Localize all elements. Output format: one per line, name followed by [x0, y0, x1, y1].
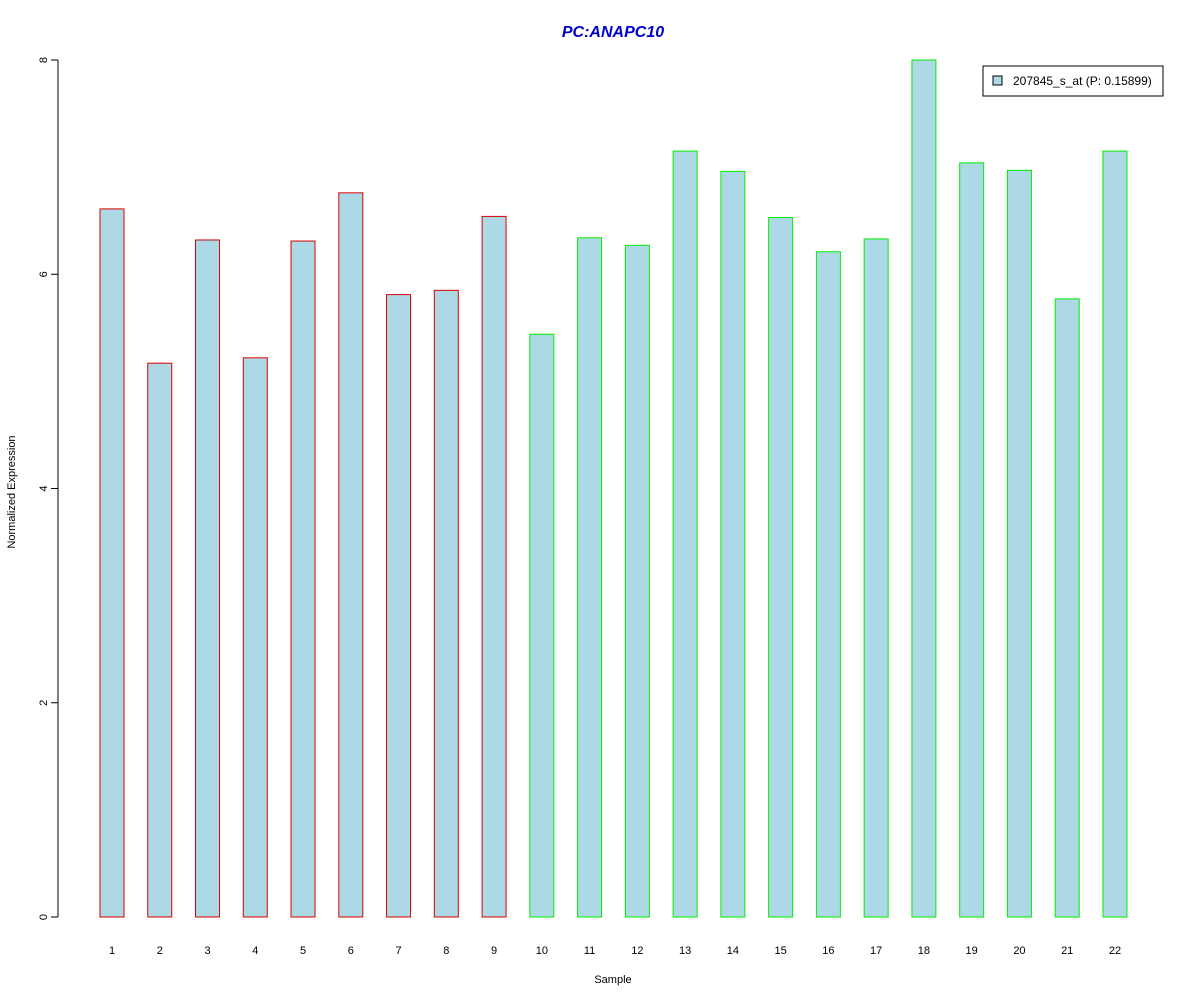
x-tick-label: 21 [1061, 945, 1073, 957]
x-tick-label: 6 [348, 945, 354, 957]
x-tick-label: 8 [443, 945, 449, 957]
x-tick-label: 17 [870, 945, 882, 957]
bar-sample-8 [433, 289, 459, 918]
y-axis-label: Normalized Expression [6, 435, 18, 548]
bar-sample-1 [99, 208, 125, 918]
x-tick-label: 3 [204, 945, 210, 957]
bar-sample-3 [195, 239, 221, 918]
x-tick-label: 12 [631, 945, 643, 957]
y-tick-label: 0 [38, 914, 50, 920]
legend-swatch [992, 75, 1003, 86]
x-tick-label: 16 [822, 945, 834, 957]
x-tick-label: 7 [395, 945, 401, 957]
x-tick-label: 13 [679, 945, 691, 957]
bar-sample-20 [1006, 169, 1032, 918]
bar-sample-11 [577, 237, 603, 918]
legend-box [982, 65, 1164, 97]
bars [99, 59, 1128, 918]
legend-label: 207845_s_at (P: 0.15899) [1013, 74, 1152, 88]
x-tick-label: 11 [584, 945, 595, 957]
x-tick-label: 15 [775, 945, 787, 957]
x-tick-label: 4 [252, 945, 258, 957]
legend: 207845_s_at (P: 0.15899) [982, 65, 1164, 97]
bar-sample-2 [147, 362, 173, 918]
x-axis: 1 2 3 4 5 6 7 8 9 10 11 12 13 14 15 16 17 18 19 20 21 22 [109, 945, 1121, 957]
y-tick-label: 4 [38, 485, 50, 491]
bar-sample-6 [338, 192, 364, 918]
x-tick-label: 19 [966, 945, 978, 957]
y-tick-label: 6 [38, 271, 50, 277]
bar-sample-15 [768, 216, 794, 918]
bar-sample-10 [529, 333, 555, 918]
y-tick-label: 2 [38, 700, 50, 706]
bar-sample-21 [1054, 298, 1080, 918]
x-tick-label: 10 [536, 945, 548, 957]
y-axis: 0 2 4 6 8 [38, 57, 59, 920]
bar-sample-16 [815, 251, 841, 918]
x-tick-label: 18 [918, 945, 930, 957]
x-tick-label: 1 [109, 945, 115, 957]
bar-sample-12 [624, 244, 650, 918]
x-tick-label: 2 [157, 945, 163, 957]
bar-sample-5 [290, 240, 316, 918]
x-axis-label: Sample [594, 974, 631, 986]
x-tick-label: 9 [491, 945, 497, 957]
x-tick-label: 20 [1013, 945, 1025, 957]
bar-sample-13 [672, 150, 698, 918]
bar-sample-19 [959, 162, 985, 918]
chart-title: PC:ANAPC10 [562, 24, 664, 41]
bar-sample-18 [911, 59, 937, 918]
bar-sample-14 [720, 170, 746, 918]
bar-sample-22 [1102, 150, 1128, 918]
x-tick-label: 5 [300, 945, 306, 957]
x-tick-label: 14 [727, 945, 739, 957]
bar-sample-4 [242, 357, 268, 918]
y-tick-label: 8 [38, 57, 50, 63]
bar-sample-9 [481, 215, 507, 918]
bar-sample-17 [863, 238, 889, 918]
bar-sample-7 [386, 294, 412, 918]
x-tick-label: 22 [1109, 945, 1121, 957]
